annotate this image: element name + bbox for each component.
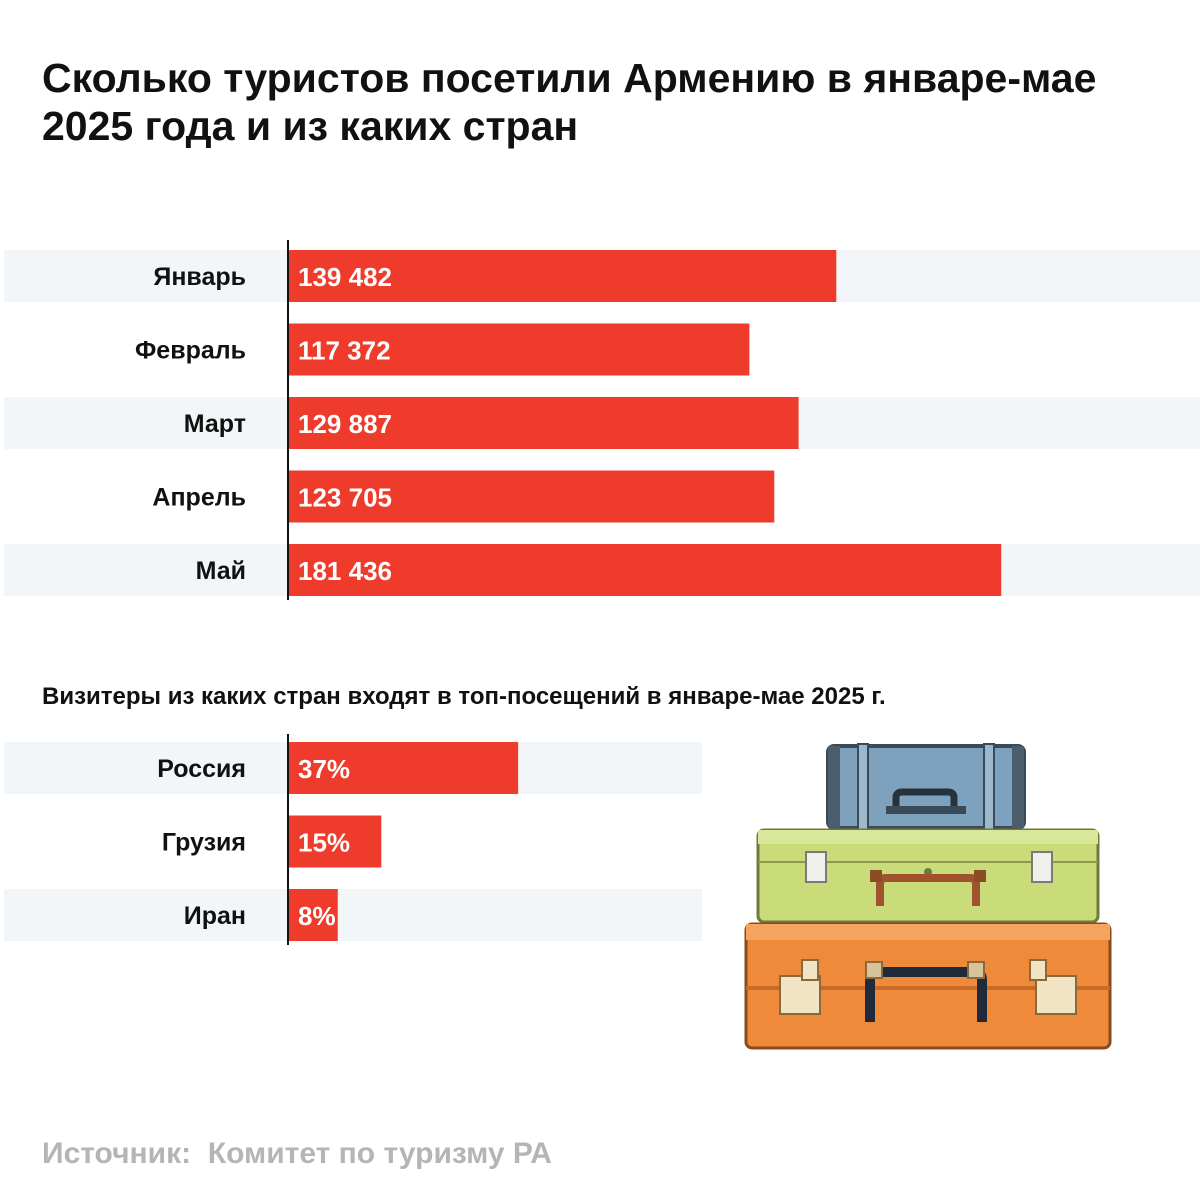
value-label: 117 372 (298, 336, 391, 366)
green-suitcase-icon (756, 828, 1100, 924)
category-label: Апрель (152, 484, 246, 512)
category-label: Март (184, 410, 246, 438)
orange-suitcase-icon (744, 922, 1112, 1050)
bar-3 (288, 470, 775, 523)
top-countries-chart: Россия 37% Грузия 15% Иран 8% (4, 734, 702, 945)
value-label: 129 887 (298, 409, 392, 439)
bar-2 (288, 397, 799, 449)
suitcase-stack-illustration (744, 743, 1112, 1050)
bar-4 (288, 544, 1002, 596)
chart-title: Сколько туристов посетили Армению в янва… (42, 55, 1097, 149)
category-label: Иран (184, 902, 246, 930)
bar-1 (288, 815, 382, 868)
value-label: 181 436 (298, 556, 392, 586)
category-label: Грузия (162, 829, 246, 857)
row-band (4, 889, 702, 941)
countries-subtitle: Визитеры из каких стран входят в топ-пос… (42, 683, 886, 710)
bar-0 (288, 250, 837, 302)
bar-2 (288, 889, 338, 941)
bar-1 (288, 323, 750, 376)
category-label: Январь (153, 263, 246, 291)
monthly-tourists-chart: Январь 139 482 Февраль 117 372 Март 129 887 Ап… (4, 240, 1200, 600)
category-label: Россия (157, 755, 246, 783)
value-label: 15% (298, 828, 350, 858)
category-label: Май (196, 557, 246, 585)
value-label: 37% (298, 754, 350, 784)
category-label: Февраль (135, 337, 246, 365)
blue-suitcase-icon (826, 743, 1026, 831)
value-label: 139 482 (298, 262, 392, 292)
value-label: 8% (298, 901, 336, 931)
bar-0 (288, 742, 519, 794)
value-label: 123 705 (298, 483, 392, 513)
source-note: Источник: Комитет по туризму РА (42, 1137, 552, 1170)
